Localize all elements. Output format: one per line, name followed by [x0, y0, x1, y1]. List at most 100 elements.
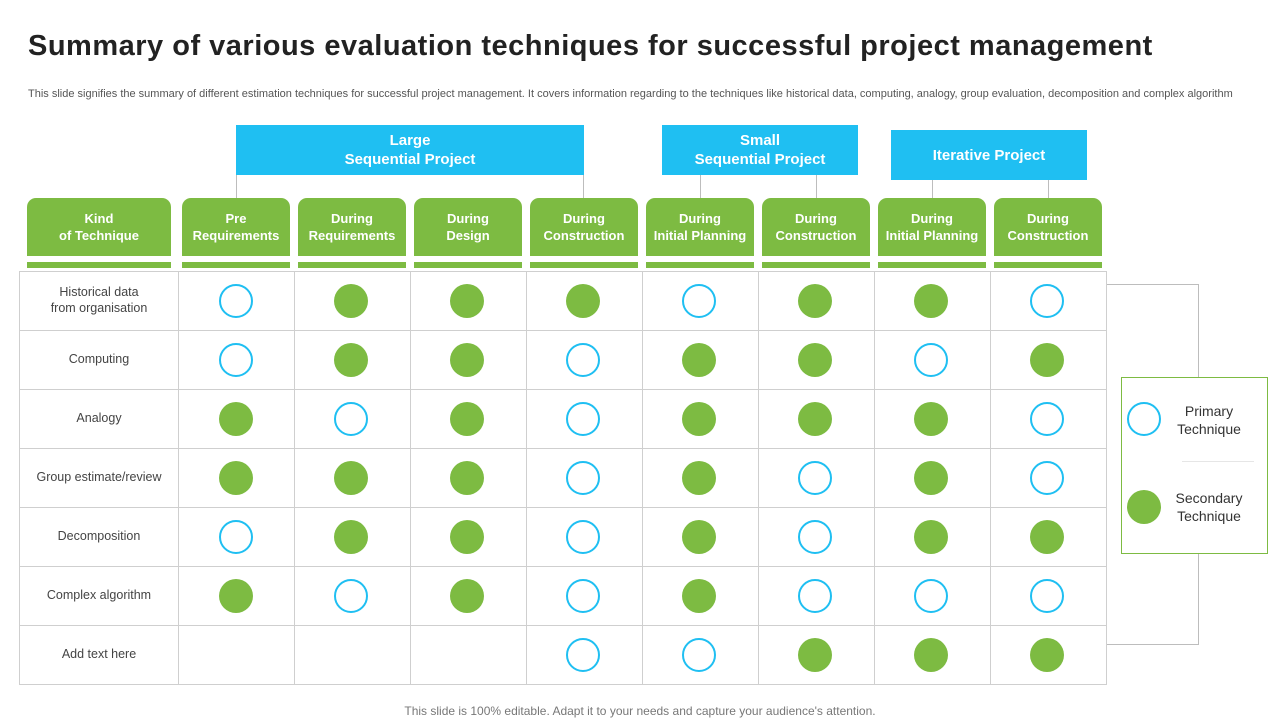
- column-header-strip: [762, 262, 870, 268]
- secondary-technique-icon: [914, 284, 948, 318]
- column-header: During Construction: [762, 198, 870, 256]
- row-label: Analogy: [76, 411, 122, 425]
- group-small-sequential: Small Sequential Project: [662, 125, 858, 175]
- legend-primary-icon: [1127, 402, 1161, 436]
- connector-line: [583, 175, 584, 198]
- secondary-technique-icon: [1030, 638, 1064, 672]
- connector-line: [816, 175, 817, 198]
- primary-technique-icon: [798, 461, 832, 495]
- primary-technique-icon: [1030, 461, 1064, 495]
- primary-technique-icon: [914, 343, 948, 377]
- secondary-technique-icon: [798, 638, 832, 672]
- legend-primary-label: Primary Technique: [1177, 403, 1241, 437]
- secondary-technique-icon: [219, 461, 253, 495]
- column-header: Pre Requirements: [182, 198, 290, 256]
- secondary-technique-icon: [1030, 520, 1064, 554]
- column-header-strip: [414, 262, 522, 268]
- secondary-technique-icon: [450, 579, 484, 613]
- page-subtitle: This slide signifies the summary of diff…: [28, 88, 1233, 100]
- secondary-technique-icon: [798, 343, 832, 377]
- row-label: Add text here: [61, 647, 137, 661]
- connector-line: [236, 175, 237, 198]
- connector-line: [932, 180, 933, 198]
- primary-technique-icon: [334, 402, 368, 436]
- column-header-strip: [646, 262, 754, 268]
- column-header: Kind of Technique: [27, 198, 171, 256]
- column-header-strip: [878, 262, 986, 268]
- grid-column-divider: [874, 271, 875, 685]
- secondary-technique-icon: [450, 284, 484, 318]
- column-header-strip: [298, 262, 406, 268]
- row-label: Computing: [68, 352, 130, 366]
- group-iterative: Iterative Project: [891, 130, 1087, 180]
- primary-technique-icon: [1030, 284, 1064, 318]
- primary-technique-icon: [566, 402, 600, 436]
- secondary-technique-icon: [566, 284, 600, 318]
- page-title: Summary of various evaluation techniques…: [28, 30, 1153, 62]
- row-label: Decomposition: [57, 529, 141, 543]
- primary-technique-icon: [914, 579, 948, 613]
- secondary-technique-icon: [682, 520, 716, 554]
- primary-technique-icon: [219, 520, 253, 554]
- primary-technique-icon: [798, 579, 832, 613]
- primary-technique-icon: [219, 343, 253, 377]
- primary-technique-icon: [682, 638, 716, 672]
- secondary-technique-icon: [798, 284, 832, 318]
- secondary-technique-icon: [450, 461, 484, 495]
- grid-column-divider: [990, 271, 991, 685]
- connector-line: [1048, 180, 1049, 198]
- grid-row-divider: [19, 448, 1107, 449]
- footer-note: This slide is 100% editable. Adapt it to…: [404, 704, 876, 718]
- column-header: During Construction: [530, 198, 638, 256]
- technique-grid: [19, 271, 1107, 685]
- secondary-technique-icon: [682, 343, 716, 377]
- primary-technique-icon: [334, 579, 368, 613]
- column-header: During Requirements: [298, 198, 406, 256]
- secondary-technique-icon: [682, 402, 716, 436]
- secondary-technique-icon: [450, 520, 484, 554]
- primary-technique-icon: [682, 284, 716, 318]
- secondary-technique-icon: [682, 461, 716, 495]
- secondary-technique-icon: [334, 343, 368, 377]
- grid-row-divider: [19, 330, 1107, 331]
- legend-secondary-label: Secondary Technique: [1175, 490, 1243, 524]
- primary-technique-icon: [566, 343, 600, 377]
- primary-technique-icon: [1030, 402, 1064, 436]
- secondary-technique-icon: [914, 402, 948, 436]
- primary-technique-icon: [566, 638, 600, 672]
- column-header-strip: [182, 262, 290, 268]
- grid-column-divider: [410, 271, 411, 685]
- group-large-sequential: Large Sequential Project: [236, 125, 584, 175]
- legend-secondary-icon: [1127, 490, 1161, 524]
- legend-divider: [1182, 461, 1254, 462]
- grid-column-divider: [178, 271, 179, 685]
- column-header: During Construction: [994, 198, 1102, 256]
- primary-technique-icon: [798, 520, 832, 554]
- secondary-technique-icon: [334, 284, 368, 318]
- primary-technique-icon: [1030, 579, 1064, 613]
- grid-column-divider: [526, 271, 527, 685]
- secondary-technique-icon: [334, 461, 368, 495]
- grid-column-divider: [758, 271, 759, 685]
- column-header: During Design: [414, 198, 522, 256]
- connector-line: [700, 175, 701, 198]
- secondary-technique-icon: [450, 343, 484, 377]
- secondary-technique-icon: [219, 579, 253, 613]
- row-label: Historical data from organisation: [50, 285, 148, 315]
- column-header: During Initial Planning: [646, 198, 754, 256]
- row-label: Complex algorithm: [46, 588, 152, 602]
- secondary-technique-icon: [914, 461, 948, 495]
- secondary-technique-icon: [914, 638, 948, 672]
- row-label: Group estimate/review: [36, 470, 162, 484]
- primary-technique-icon: [566, 579, 600, 613]
- grid-row-divider: [19, 625, 1107, 626]
- primary-technique-icon: [219, 284, 253, 318]
- primary-technique-icon: [566, 520, 600, 554]
- secondary-technique-icon: [219, 402, 253, 436]
- secondary-technique-icon: [798, 402, 832, 436]
- grid-column-divider: [642, 271, 643, 685]
- primary-technique-icon: [566, 461, 600, 495]
- column-header: During Initial Planning: [878, 198, 986, 256]
- grid-row-divider: [19, 507, 1107, 508]
- column-header-strip: [27, 262, 171, 268]
